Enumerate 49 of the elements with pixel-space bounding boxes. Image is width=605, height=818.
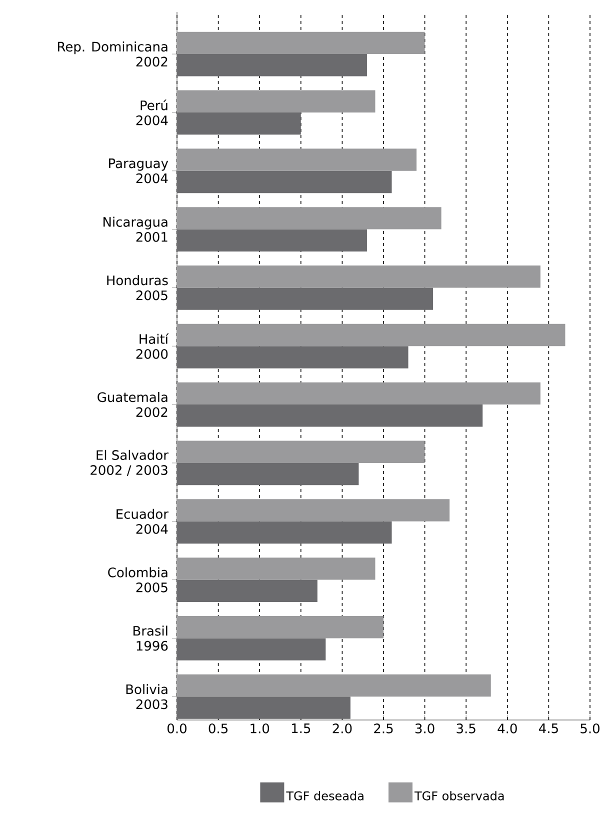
bar xyxy=(177,54,367,76)
bar xyxy=(177,90,376,112)
bar xyxy=(177,382,540,405)
y-tick-label: Rep. Dominicana 2002 xyxy=(58,42,168,67)
legend-label: TGF observada xyxy=(414,791,504,800)
bar xyxy=(177,580,318,602)
x-tick-label: 5.0 xyxy=(580,724,600,734)
bar xyxy=(177,404,483,427)
x-tick-label: 0.5 xyxy=(208,724,228,734)
bar xyxy=(177,346,408,368)
bar xyxy=(177,616,384,638)
bar xyxy=(177,499,450,522)
bar xyxy=(177,558,376,580)
y-tick-label: Ecuador 2004 xyxy=(116,508,168,534)
bar xyxy=(177,638,326,660)
y-tick-label: Perú 2004 xyxy=(136,100,168,126)
x-tick-label: 3.0 xyxy=(415,724,434,734)
bar xyxy=(177,112,301,135)
y-tick-label: Bolivia 2003 xyxy=(126,684,168,710)
x-tick-label: 2.5 xyxy=(374,724,393,734)
x-tick-label: 4.0 xyxy=(498,724,517,734)
bar xyxy=(177,440,425,463)
bar xyxy=(177,32,425,54)
bar xyxy=(177,521,392,544)
bar xyxy=(177,170,392,194)
bar xyxy=(177,324,566,346)
bar xyxy=(177,229,367,252)
bar xyxy=(177,266,540,288)
bar xyxy=(177,207,442,230)
y-tick-label: Guatemala 2002 xyxy=(98,392,168,418)
y-tick-label: Colombia 2005 xyxy=(108,567,168,592)
y-tick-label: Haití 2000 xyxy=(136,333,169,359)
bar xyxy=(177,148,417,171)
y-tick-label: El Salvador 2002 / 2003 xyxy=(90,450,168,476)
x-tick-label: 2.0 xyxy=(332,724,352,734)
y-tick-label: Brasil 1996 xyxy=(134,626,168,651)
bar xyxy=(177,288,434,310)
legend-label: TGF deseada xyxy=(286,791,364,800)
x-tick-label: 1.5 xyxy=(292,724,310,734)
x-tick-label: 0.0 xyxy=(168,724,186,734)
x-tick-label: 4.5 xyxy=(538,724,558,734)
x-tick-label: 3.5 xyxy=(456,724,476,734)
bar xyxy=(177,674,491,697)
bar xyxy=(177,462,359,486)
y-tick-label: Nicaragua 2001 xyxy=(104,216,168,242)
y-tick-label: Honduras 2005 xyxy=(107,275,168,300)
x-tick-label: 1.0 xyxy=(250,724,270,734)
y-tick-label: Paraguay 2004 xyxy=(109,158,168,184)
bar xyxy=(177,696,350,719)
